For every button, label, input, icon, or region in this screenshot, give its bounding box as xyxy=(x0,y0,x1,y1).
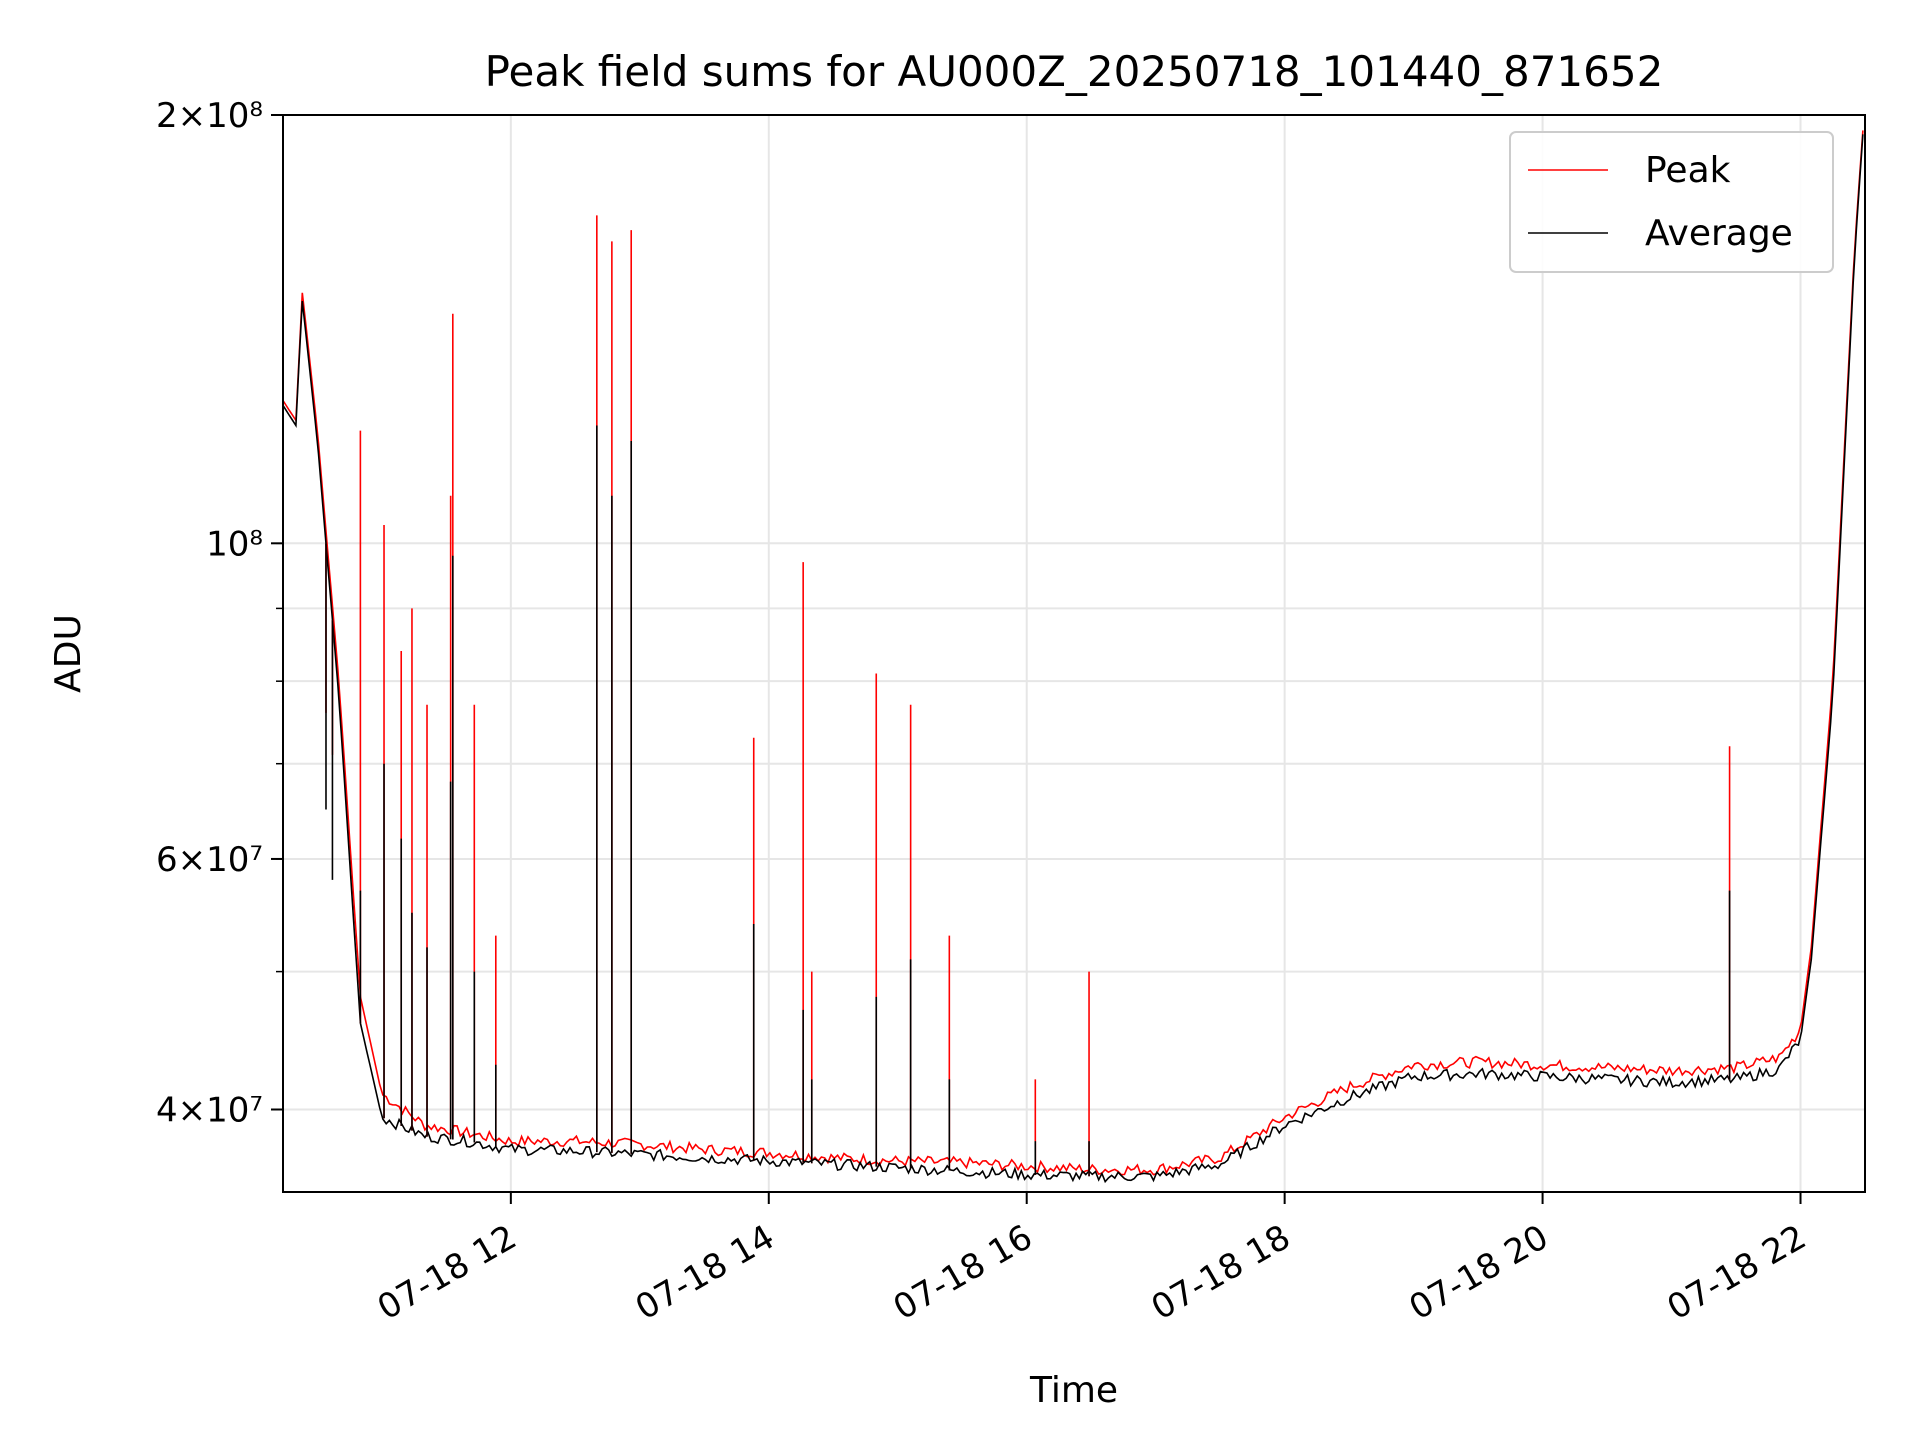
x-tick-label: 07-18 12 xyxy=(371,1217,523,1328)
grid-lines xyxy=(283,114,1865,1192)
series-layer xyxy=(283,130,1864,1184)
legend-box xyxy=(1509,131,1834,273)
x-tick-label: 07-18 20 xyxy=(1403,1217,1555,1328)
axis-ticks: 07-18 12 07-18 14 07-18 16 07-18 18 07-18 20… xyxy=(156,96,1813,1328)
legend-label-peak: Peak xyxy=(1645,150,1731,191)
x-tick-label: 07-18 22 xyxy=(1661,1217,1813,1328)
y-axis-label: ADU xyxy=(48,614,89,693)
y-tick-label: 2×10⁸ xyxy=(156,96,263,136)
series-line-peak xyxy=(283,130,1864,1176)
y-tick-label: 6×10⁷ xyxy=(156,840,263,880)
x-tick-label: 07-18 14 xyxy=(629,1217,781,1328)
x-tick-label: 07-18 18 xyxy=(1145,1217,1297,1328)
legend: Peak Average xyxy=(1509,131,1834,273)
y-tick-label: 4×10⁷ xyxy=(156,1090,263,1130)
chart-title: Peak field sums for AU000Z_20250718_1014… xyxy=(485,47,1664,96)
y-tick-label: 10⁸ xyxy=(206,524,263,564)
plot-frame xyxy=(282,114,1866,1193)
legend-label-average: Average xyxy=(1645,213,1793,254)
series-line-average xyxy=(283,134,1864,1184)
x-axis-label: Time xyxy=(1029,1370,1118,1411)
x-tick-label: 07-18 16 xyxy=(887,1217,1039,1328)
